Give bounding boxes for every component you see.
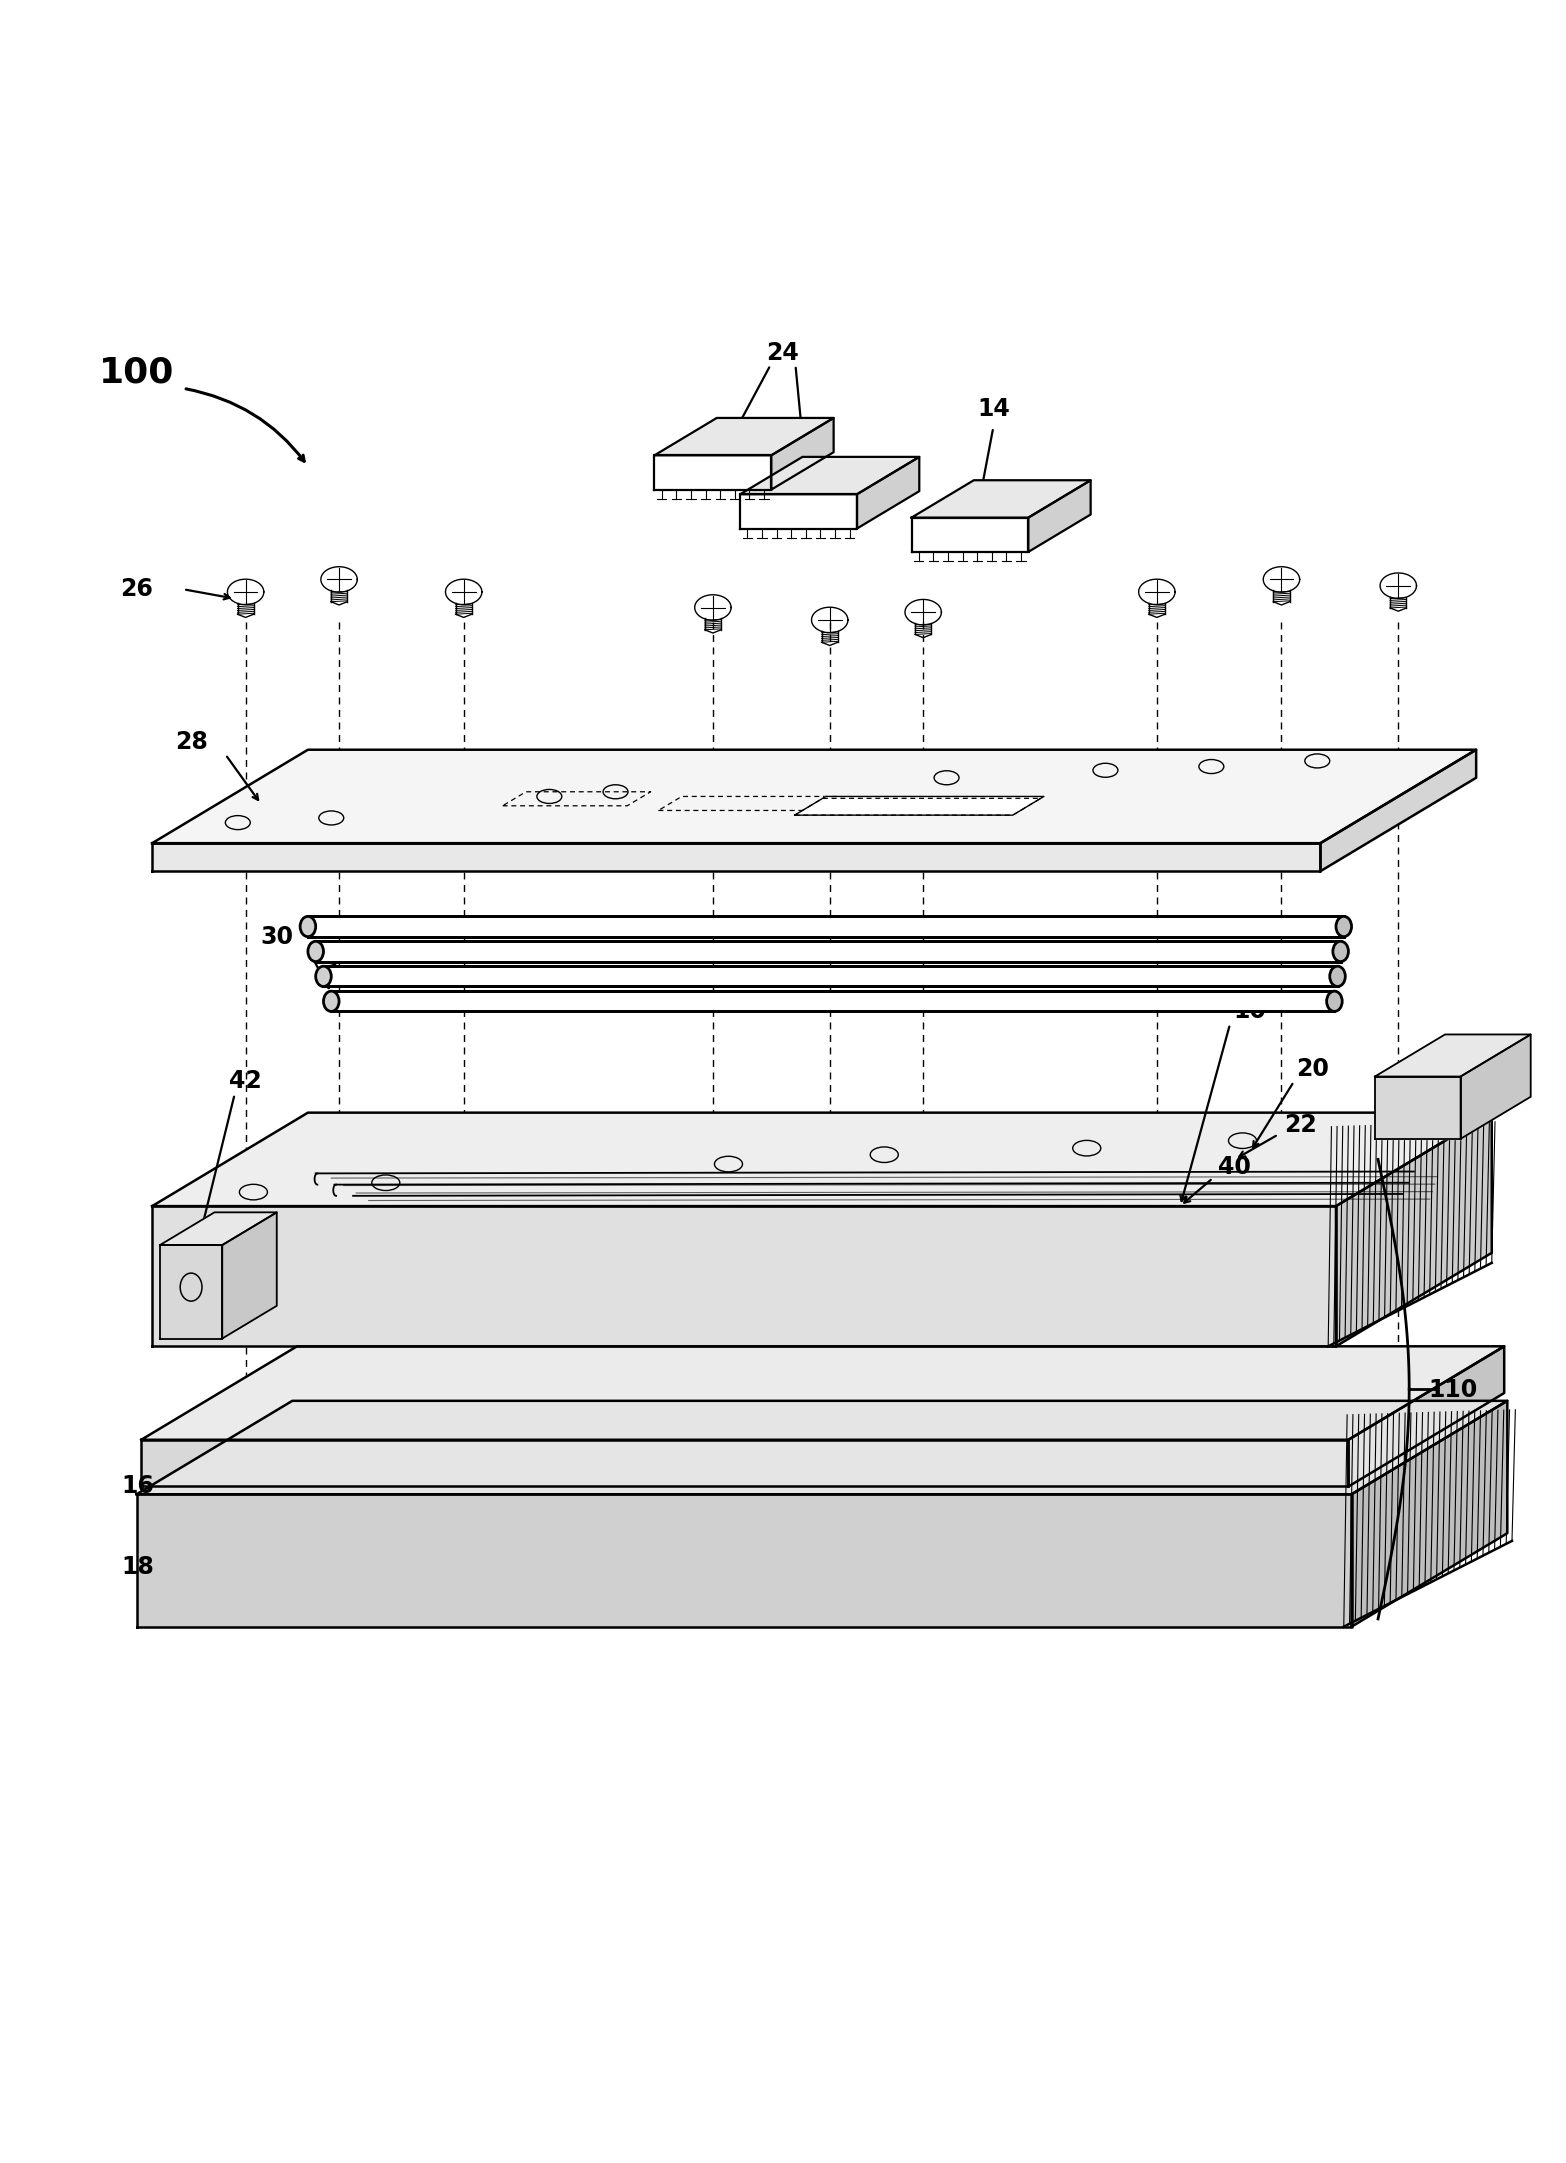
Polygon shape [152, 1112, 1492, 1207]
Text: 40: 40 [1218, 1155, 1251, 1179]
Polygon shape [141, 1441, 1348, 1486]
Polygon shape [655, 456, 772, 489]
Polygon shape [1375, 1034, 1530, 1077]
Polygon shape [857, 456, 919, 528]
Ellipse shape [1336, 917, 1351, 937]
Text: 22: 22 [1284, 1114, 1317, 1138]
Ellipse shape [1326, 991, 1342, 1012]
Polygon shape [1348, 1345, 1505, 1486]
Polygon shape [152, 1207, 1336, 1345]
Polygon shape [141, 1345, 1505, 1441]
Polygon shape [1029, 480, 1090, 552]
Polygon shape [324, 967, 1337, 986]
Polygon shape [1375, 1077, 1461, 1140]
Polygon shape [1461, 1034, 1530, 1140]
Text: 28: 28 [175, 729, 208, 755]
Polygon shape [794, 796, 1045, 815]
Polygon shape [136, 1402, 1508, 1495]
Text: 26: 26 [121, 578, 153, 601]
Polygon shape [1320, 751, 1477, 872]
Text: 110: 110 [1428, 1378, 1477, 1402]
Polygon shape [152, 844, 1320, 872]
Polygon shape [911, 480, 1090, 517]
Polygon shape [772, 417, 833, 489]
Ellipse shape [309, 941, 324, 963]
Ellipse shape [316, 967, 332, 986]
Polygon shape [160, 1246, 222, 1339]
Polygon shape [1336, 1112, 1492, 1345]
Ellipse shape [1333, 941, 1348, 963]
Polygon shape [136, 1495, 1351, 1627]
Text: 20: 20 [1297, 1058, 1330, 1082]
Polygon shape [160, 1211, 277, 1246]
Ellipse shape [1330, 967, 1345, 986]
Text: 24: 24 [767, 340, 799, 366]
Text: 30: 30 [260, 924, 293, 950]
Polygon shape [316, 941, 1340, 963]
Polygon shape [911, 517, 1029, 552]
Text: 42: 42 [229, 1069, 262, 1094]
Ellipse shape [301, 917, 316, 937]
Text: 18: 18 [122, 1555, 155, 1579]
Text: 16: 16 [122, 1475, 155, 1499]
Polygon shape [1351, 1402, 1508, 1627]
Polygon shape [741, 495, 857, 528]
Text: 10: 10 [1234, 999, 1267, 1023]
Text: 14: 14 [977, 396, 1010, 420]
Polygon shape [309, 917, 1344, 937]
Ellipse shape [324, 991, 340, 1012]
Polygon shape [152, 751, 1477, 844]
Polygon shape [332, 991, 1334, 1012]
Polygon shape [222, 1211, 277, 1339]
Polygon shape [655, 417, 833, 456]
Polygon shape [741, 456, 919, 495]
Text: 100: 100 [99, 355, 174, 389]
